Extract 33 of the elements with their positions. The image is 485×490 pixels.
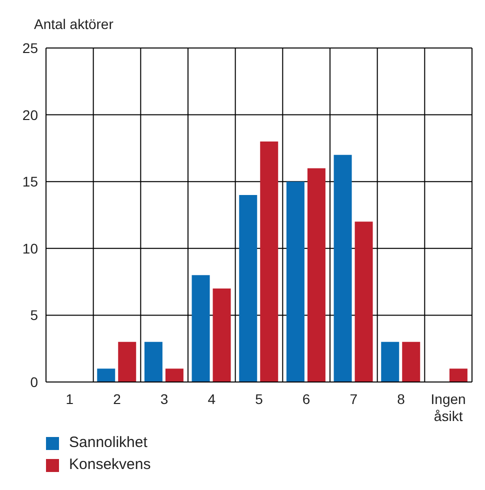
bar [239, 194, 258, 382]
bar [260, 142, 278, 382]
y-tick-label: 10 [22, 240, 38, 256]
bar [118, 342, 136, 382]
bar [212, 288, 231, 382]
x-tick-label: 5 [255, 391, 264, 407]
legend-label: Konsekvens [69, 455, 151, 475]
legend-label: Sannolikhet [69, 433, 148, 453]
x-tick-label: 2 [113, 391, 122, 407]
y-tick-label: 25 [22, 40, 38, 56]
bar [144, 342, 162, 382]
x-tick-label: 6 [302, 391, 310, 407]
bar [334, 154, 352, 382]
bar [307, 168, 326, 382]
bar [286, 182, 304, 382]
y-tick-label: 5 [30, 307, 38, 324]
y-tick-label: 15 [22, 174, 38, 190]
x-tick-label: 4 [208, 391, 216, 407]
bar [449, 368, 468, 382]
x-tick-label: 3 [160, 391, 168, 407]
x-tick-label: 7 [350, 391, 358, 407]
x-tick-label: 8 [397, 391, 406, 407]
bar [97, 368, 116, 382]
y-tick-label: 0 [30, 374, 38, 390]
bar [192, 275, 210, 382]
bar [381, 342, 400, 382]
bar [354, 222, 373, 382]
bar [165, 368, 184, 382]
y-tick-label: 20 [22, 106, 38, 123]
bar [402, 342, 420, 382]
y-axis-title: Antal aktörer [34, 16, 114, 32]
x-tick-label: Ingen åsikt [430, 391, 466, 424]
x-tick-label: 1 [66, 391, 74, 407]
